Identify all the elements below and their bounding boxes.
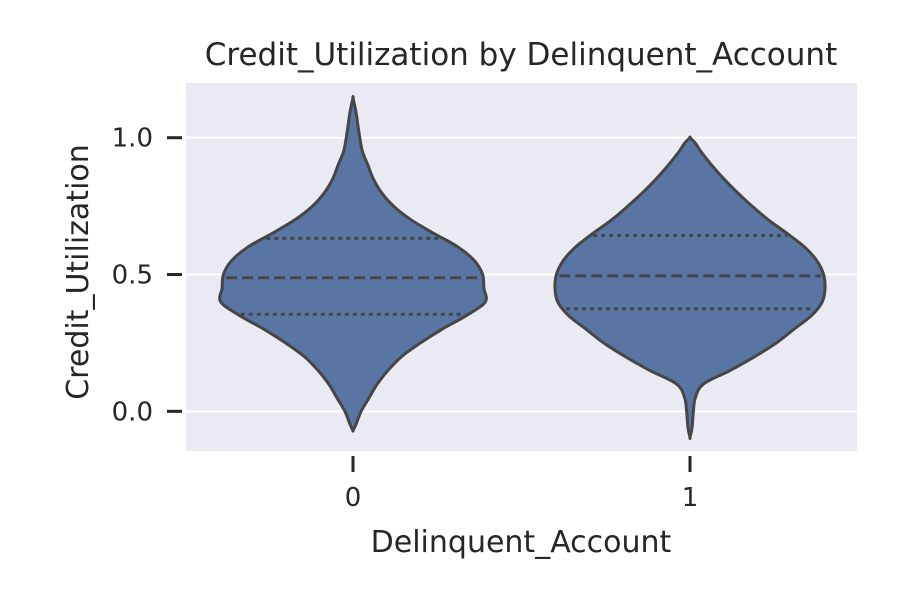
violin-body (218, 95, 488, 433)
x-tick-label: 1 (682, 483, 699, 513)
y-tick-label: 0.5 (112, 261, 153, 291)
chart-title: Credit_Utilization by Delinquent_Account (205, 37, 837, 73)
violins (218, 95, 827, 440)
violin-body (553, 135, 827, 440)
y-tick-label: 0.0 (112, 397, 153, 427)
x-axis-label: Delinquent_Account (371, 525, 672, 560)
y-axis-ticks: 0.0 0.5 1.0 (112, 124, 182, 427)
x-tick-label: 0 (345, 483, 362, 513)
y-tick-label: 1.0 (112, 124, 153, 154)
y-axis-label: Credit_Utilization (61, 144, 96, 400)
